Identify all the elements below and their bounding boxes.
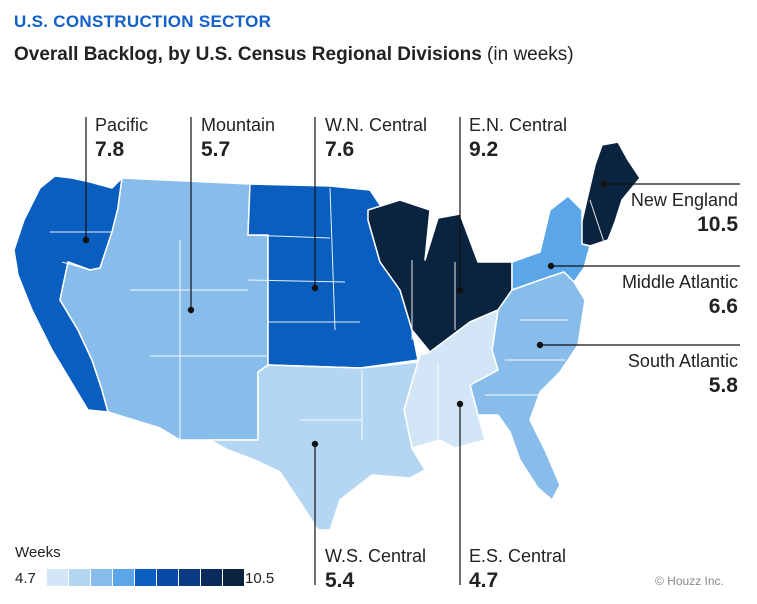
label-es-central-name: E.S. Central [469,546,567,566]
label-new-england-value: 10.5 [697,213,738,236]
legend-swatch-8 [201,569,222,586]
label-wn-central: W.N. Central 7.6 [325,115,427,162]
label-south-atlantic: South Atlantic 5.8 [628,351,738,398]
legend-swatch-9 [223,569,244,586]
credit: © Houzz Inc. [655,574,724,588]
label-south-atlantic-value: 5.8 [708,374,738,397]
leader-dots [82,180,608,448]
legend-swatch-6 [157,569,178,586]
label-wn-central-value: 7.6 [325,138,355,161]
label-pacific: Pacific 7.8 [95,115,148,162]
legend-scale [47,569,245,586]
label-pacific-value: 7.8 [95,138,125,161]
label-es-central: E.S. Central 4.7 [469,546,566,593]
label-south-atlantic-name: South Atlantic [627,351,738,371]
legend-swatch-2 [69,569,90,586]
legend-title: Weeks [15,544,61,561]
label-mountain: Mountain 5.7 [201,115,275,162]
legend-swatch-4 [113,569,134,586]
label-mountain-value: 5.7 [201,138,231,161]
label-en-central: E.N. Central 9.2 [469,115,567,162]
legend-swatch-7 [179,569,200,586]
legend-swatch-5 [135,569,156,586]
leader-lines [85,117,740,585]
state-borders [50,187,606,440]
label-ws-central-value: 5.4 [325,569,355,592]
label-en-central-name: E.N. Central [469,115,568,135]
legend-min: 4.7 [15,570,36,587]
legend-swatch-3 [91,569,112,586]
legend-max: 10.5 [245,570,275,587]
label-new-england-name: New England [630,190,738,210]
label-middle-atlantic-name: Middle Atlantic [621,272,738,292]
eyebrow-title: U.S. CONSTRUCTION SECTOR [14,12,272,31]
label-en-central-value: 9.2 [469,138,499,161]
legend-swatch-1 [47,569,68,586]
label-middle-atlantic-value: 6.6 [708,295,738,318]
label-middle-atlantic: Middle Atlantic 6.6 [622,272,738,319]
label-ws-central-name: W.S. Central [325,546,427,566]
region-ws-central[interactable] [209,361,426,531]
label-es-central-value: 4.7 [469,569,499,592]
label-pacific-name: Pacific [95,115,149,135]
title-units: (in weeks) [487,44,574,65]
label-ws-central: W.S. Central 5.4 [325,546,426,593]
label-wn-central-name: W.N. Central [325,115,428,135]
label-new-england: New England 10.5 [631,190,738,237]
label-mountain-name: Mountain [201,115,276,135]
title-main: Overall Backlog, by U.S. Census Regional… [14,44,482,65]
chart-title: Overall Backlog, by U.S. Census Regional… [14,44,574,66]
